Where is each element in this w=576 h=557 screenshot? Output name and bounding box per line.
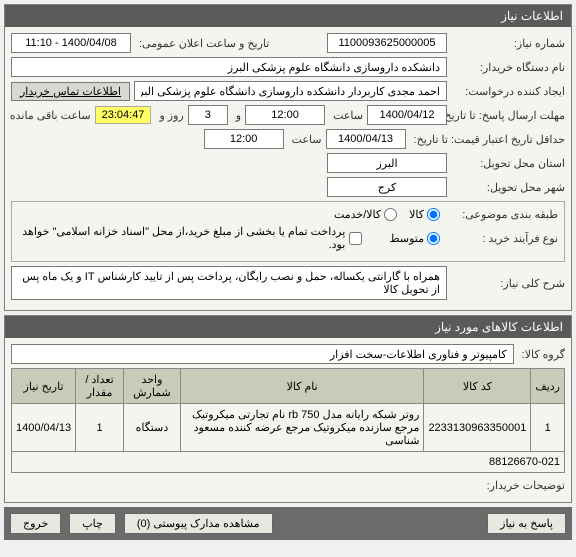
classify-goods-input[interactable]	[427, 208, 440, 221]
table-row[interactable]: 1 2233130963350001 روتر شبکه رایانه مدل …	[12, 404, 565, 452]
deadline-time-field[interactable]	[245, 105, 325, 125]
deadline-reply-label: مهلت ارسال پاسخ: تا تاریخ:	[455, 109, 565, 122]
goods-panel-title: اطلاعات کالاهای مورد نیاز	[5, 316, 571, 338]
col-name: نام کالا	[180, 369, 424, 404]
summary-label: شرح کلی نیاز:	[455, 277, 565, 290]
timer-suffix: ساعت باقی مانده	[10, 109, 91, 122]
purchase-mid-input[interactable]	[427, 232, 440, 245]
cell-code: 2233130963350001	[424, 404, 531, 452]
buyer-org-label: نام دستگاه خریدار:	[455, 61, 565, 74]
print-button[interactable]: چاپ	[69, 513, 116, 534]
province-label: استان محل تحویل:	[455, 157, 565, 170]
goods-panel: اطلاعات کالاهای مورد نیاز گروه کالا: ردی…	[4, 315, 572, 503]
col-date: تاریخ نیاز	[12, 369, 76, 404]
footer-bar: پاسخ به نیاز مشاهده مدارک پیوستی (0) چاپ…	[4, 507, 572, 540]
exit-button[interactable]: خروج	[10, 513, 61, 534]
credit-date-field[interactable]	[326, 129, 406, 149]
countdown-timer: 23:04:47	[95, 106, 152, 124]
attachments-count: 0	[140, 518, 146, 530]
need-info-panel: اطلاعات نیاز شماره نیاز: تاریخ و ساعت اع…	[4, 4, 572, 311]
days-field[interactable]	[188, 105, 228, 125]
col-qty: تعداد / مقدار	[76, 369, 124, 404]
cell-unit: دستگاه	[123, 404, 180, 452]
province-field[interactable]	[327, 153, 447, 173]
announce-label: تاریخ و ساعت اعلان عمومی:	[139, 37, 269, 50]
contact-buyer-link[interactable]: اطلاعات تماس خریدار	[11, 82, 130, 101]
treasury-check-label: پرداخت تمام یا بخشی از مبلغ خرید،از محل …	[18, 225, 345, 251]
buyer-org-field[interactable]	[11, 57, 447, 77]
treasury-checkbox[interactable]	[349, 232, 362, 245]
summary-field[interactable]: همراه با گارانتی یکساله، حمل و نصب رایگا…	[11, 266, 447, 300]
cell-idx: 1	[531, 404, 565, 452]
purchase-mid-label: متوسط	[389, 232, 424, 245]
classify-service-input[interactable]	[384, 208, 397, 221]
credit-deadline-label: حداقل تاریخ اعتبار قیمت: تا تاریخ:	[414, 133, 565, 146]
col-unit: واحد شمارش	[123, 369, 180, 404]
classify-label: طبقه بندی موضوعی:	[448, 208, 558, 221]
table-row: 88126670-021	[12, 452, 565, 473]
days-unit: روز و	[159, 109, 183, 122]
reply-button[interactable]: پاسخ به نیاز	[487, 513, 566, 534]
treasury-checkbox-row[interactable]: پرداخت تمام یا بخشی از مبلغ خرید،از محل …	[18, 225, 362, 251]
city-label: شهر محل تحویل:	[455, 181, 565, 194]
cell-qty: 1	[76, 404, 124, 452]
purchase-type-group: متوسط	[389, 232, 440, 245]
tel-number: 88126670	[489, 456, 538, 468]
time-label-2: ساعت	[292, 133, 322, 146]
attachments-button[interactable]: مشاهده مدارک پیوستی (0)	[124, 513, 273, 534]
purchase-type-label: نوع فرآیند خرید :	[448, 232, 558, 245]
classify-service-label: کالا/خدمت	[334, 208, 381, 221]
goods-group-label: گروه کالا:	[522, 348, 565, 361]
col-row: ردیف	[531, 369, 565, 404]
credit-time-field[interactable]	[204, 129, 284, 149]
req-no-label: شماره نیاز:	[455, 37, 565, 50]
creator-field[interactable]	[134, 81, 447, 101]
tel-prefix: 021	[542, 456, 560, 468]
goods-group-field[interactable]	[11, 344, 514, 364]
classify-goods-label: کالا	[409, 208, 424, 221]
purchase-mid-radio[interactable]: متوسط	[389, 232, 440, 245]
deadline-date-field[interactable]	[367, 105, 447, 125]
goods-table: ردیف کد کالا نام کالا واحد شمارش تعداد /…	[11, 368, 565, 473]
creator-label: ایجاد کننده درخواست:	[455, 85, 565, 98]
req-no-field[interactable]	[327, 33, 447, 53]
buyer-notes-label: توضیحات خریدار:	[487, 479, 565, 492]
city-field[interactable]	[327, 177, 447, 197]
days-sep: و	[236, 109, 241, 122]
panel-title: اطلاعات نیاز	[5, 5, 571, 27]
classify-goods-radio[interactable]: کالا	[409, 208, 440, 221]
announce-field[interactable]	[11, 33, 131, 53]
col-code: کد کالا	[424, 369, 531, 404]
time-label-1: ساعت	[333, 109, 363, 122]
classify-service-radio[interactable]: کالا/خدمت	[334, 208, 397, 221]
attachments-label: مشاهده مدارک پیوستی	[153, 518, 259, 530]
cell-date: 1400/04/13	[12, 404, 76, 452]
classify-radio-group: کالا کالا/خدمت	[334, 208, 440, 221]
cell-name: روتر شبکه رایانه مدل rb 750 نام تجارتی م…	[180, 404, 424, 452]
